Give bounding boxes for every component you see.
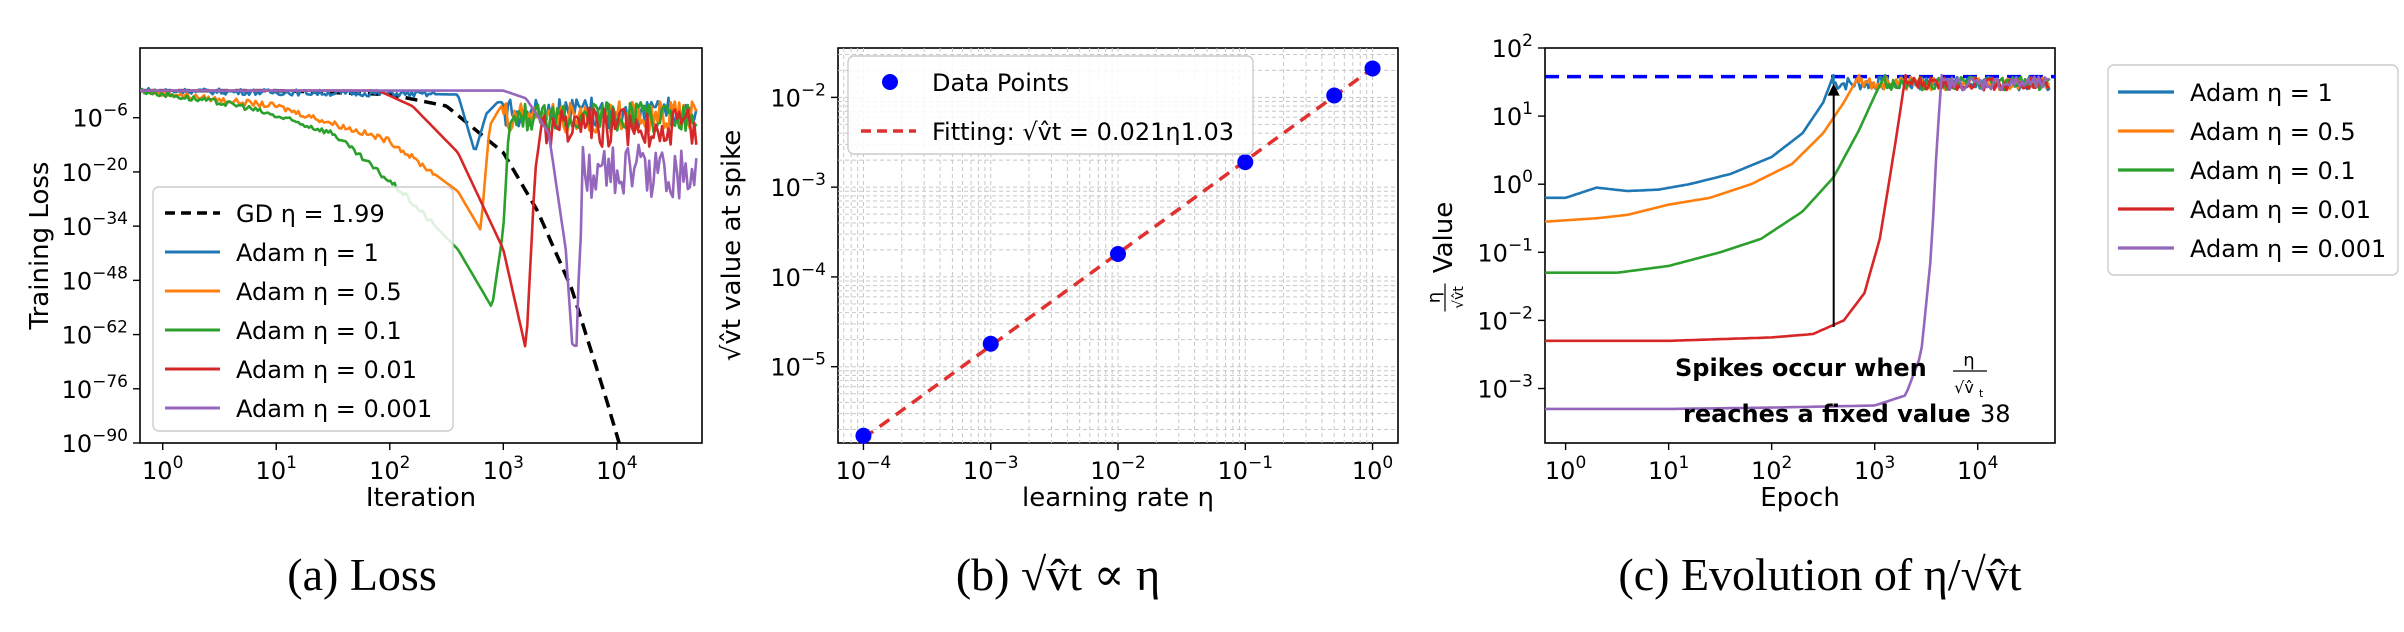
legend-entry: Adam η = 0.5 bbox=[2190, 118, 2356, 146]
legend-entry: Adam η = 0.001 bbox=[2190, 235, 2386, 263]
series-line bbox=[1545, 73, 2049, 411]
legend-entry: GD η = 1.99 bbox=[236, 200, 385, 228]
series-line bbox=[1545, 73, 2051, 343]
series-line bbox=[1545, 73, 2051, 223]
legend: GD η = 1.99 Adam η = 1 Adam η = 0.5 Adam η … bbox=[152, 186, 454, 432]
y-tick-label: 10−1 bbox=[1477, 235, 1533, 267]
x-tick-label: 104 bbox=[1957, 453, 1998, 485]
y-tick-label: 100 bbox=[1492, 167, 1533, 199]
x-tick-label: 102 bbox=[369, 453, 410, 485]
fit-line bbox=[862, 67, 1374, 440]
legend-entry: Adam η = 0.1 bbox=[2190, 157, 2356, 185]
x-tick-label: 10−1 bbox=[1217, 453, 1273, 485]
x-axis-label: learning rate η bbox=[1022, 483, 1214, 513]
data-point bbox=[1326, 87, 1343, 104]
legend-box bbox=[152, 186, 454, 432]
fraction-denominator-sub: t bbox=[1979, 387, 1984, 400]
y-axis-label: η √v̂t Value bbox=[1424, 202, 1467, 312]
y-tick-label: 10−5 bbox=[770, 350, 826, 382]
x-tick-label: 102 bbox=[1751, 453, 1792, 485]
legend: Data Points Fitting: √v̂t = 0.021η1.03 bbox=[847, 55, 1254, 155]
x-tick-label: 10−4 bbox=[836, 453, 892, 485]
data-point bbox=[1110, 246, 1126, 263]
legend-marker bbox=[882, 74, 898, 90]
x-axis-label: Epoch bbox=[1760, 483, 1840, 513]
panel-b-spike-vs-lr: 10−4 10−3 10−2 10−1 100 10−5 10−4 10−3 10−2 Data … bbox=[717, 47, 1399, 600]
data-point bbox=[1237, 154, 1254, 171]
y-axis-label: √v̂t value at spike bbox=[717, 130, 747, 362]
data-point bbox=[855, 427, 872, 444]
x-tick-label: 10−3 bbox=[963, 453, 1019, 485]
legend-entry: Adam η = 0.01 bbox=[2190, 196, 2371, 224]
y-tick-label: 10−6 bbox=[72, 101, 128, 133]
y-label-numerator: η bbox=[1424, 292, 1445, 303]
x-tick-label: 100 bbox=[1545, 453, 1586, 485]
legend-entry: Data Points bbox=[932, 69, 1069, 97]
x-axis-label: Iteration bbox=[366, 483, 476, 513]
y-tick-label: 10−76 bbox=[62, 372, 128, 404]
y-tick-label: 10−4 bbox=[770, 260, 826, 292]
y-tick-label: 10−34 bbox=[62, 209, 128, 241]
x-tick-label: 103 bbox=[1854, 453, 1895, 485]
fraction-denominator: √v̂ bbox=[1954, 378, 1974, 397]
y-tick-label: 101 bbox=[1492, 99, 1533, 131]
caption-c: (c) Evolution of η/√v̂t bbox=[1618, 549, 2021, 600]
annotation-arrowhead bbox=[1827, 83, 1840, 96]
legend-box bbox=[2107, 64, 2399, 276]
legend-entry: Adam η = 1 bbox=[236, 239, 379, 267]
legend-entry: Adam η = 1 bbox=[2190, 79, 2333, 107]
x-tick-label: 100 bbox=[1352, 453, 1393, 485]
legend-entry: Adam η = 0.001 bbox=[236, 395, 432, 423]
y-tick-label: 10−20 bbox=[62, 155, 128, 187]
legend: Adam η = 1 Adam η = 0.5 Adam η = 0.1 Adam η… bbox=[2107, 64, 2399, 276]
x-tick-label: 104 bbox=[596, 453, 637, 485]
series-group bbox=[1545, 73, 2055, 411]
y-label-denominator: √v̂t bbox=[1451, 286, 1467, 309]
y-axis-label: Training Loss bbox=[25, 162, 55, 331]
series-line bbox=[140, 89, 698, 348]
y-tick-label: 10−90 bbox=[62, 426, 128, 458]
legend-entry: Adam η = 0.1 bbox=[236, 317, 402, 345]
annotation-text-1: Spikes occur when bbox=[1675, 354, 1927, 382]
y-tick-label: 10−48 bbox=[62, 263, 128, 295]
caption-a: (a) Loss bbox=[287, 549, 436, 600]
fraction-numerator: η bbox=[1963, 350, 1974, 371]
x-tick-label: 100 bbox=[142, 453, 183, 485]
y-tick-label: 10−3 bbox=[770, 170, 826, 202]
series-line bbox=[1545, 73, 2051, 275]
x-tick-label: 103 bbox=[483, 453, 524, 485]
legend-entry: Adam η = 0.01 bbox=[236, 356, 417, 384]
y-tick-label: 10−3 bbox=[1477, 372, 1533, 404]
annotation-value: 38 bbox=[1980, 400, 2011, 428]
x-tick-label: 101 bbox=[256, 453, 297, 485]
plot-frame bbox=[1544, 47, 2056, 444]
x-tick-label: 10−2 bbox=[1090, 453, 1146, 485]
legend-box bbox=[847, 55, 1254, 155]
data-point bbox=[982, 335, 999, 352]
y-tick-label: 10−2 bbox=[770, 80, 826, 112]
x-tick-label: 101 bbox=[1648, 453, 1689, 485]
legend-entry: Adam η = 0.5 bbox=[236, 278, 402, 306]
annotation-fraction: η √v̂ t bbox=[1953, 350, 1987, 400]
panel-a-loss: 100 101 102 103 104 10−6 10−20 10−34 10−48 10−62 1… bbox=[25, 47, 703, 600]
y-tick-label: 102 bbox=[1492, 31, 1533, 63]
y-tick-label: 10−62 bbox=[62, 318, 128, 350]
y-tick-label: 10−2 bbox=[1477, 303, 1533, 335]
data-point bbox=[1364, 60, 1381, 77]
legend-entry: Fitting: √v̂t = 0.021η1.03 bbox=[932, 118, 1234, 146]
y-label-word: Value bbox=[1429, 202, 1459, 273]
series-line bbox=[1545, 73, 2051, 200]
annotation-text-2: reaches a fixed value bbox=[1683, 400, 1971, 428]
plot-frame bbox=[139, 47, 703, 444]
caption-b: (b) √v̂t ∝ η bbox=[956, 549, 1160, 600]
panel-c-ratio-evolution: 100 101 102 103 104 10−3 10−2 10−1 100 101 102 Spik… bbox=[1424, 31, 2399, 600]
